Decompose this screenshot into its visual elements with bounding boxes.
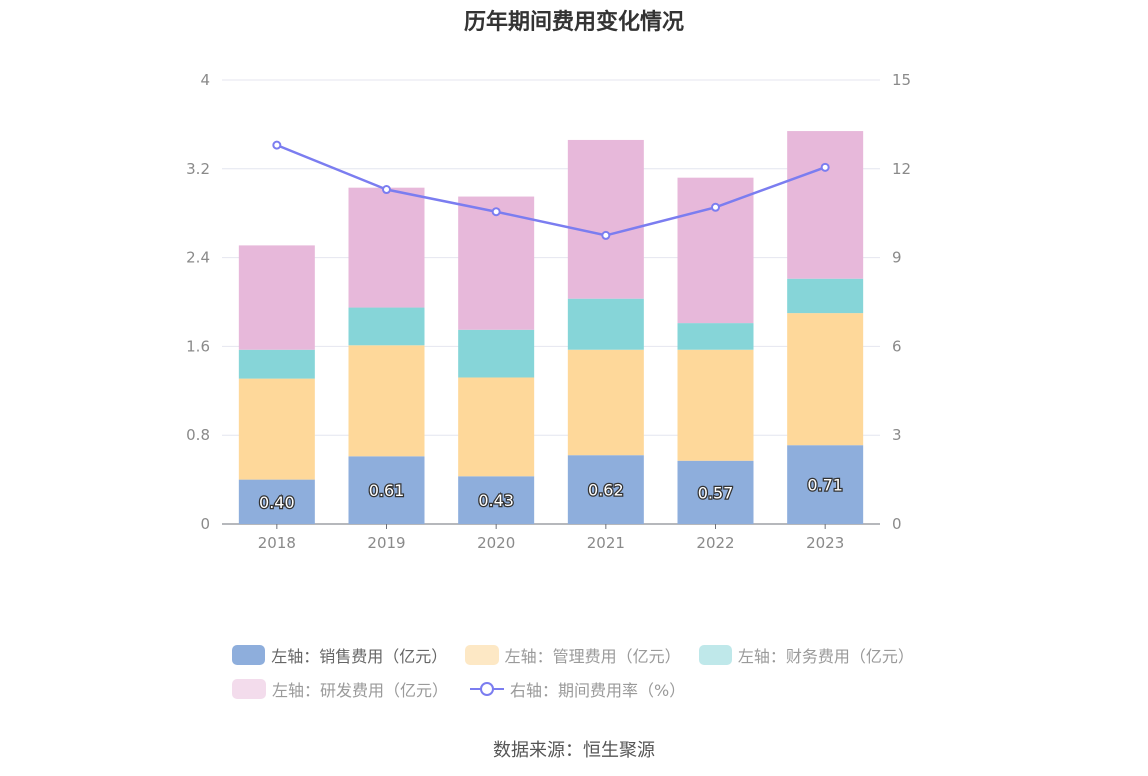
legend-item-sales[interactable]: 左轴：销售费用（亿元） <box>232 643 448 667</box>
bar-data-label: 0.61 <box>369 481 405 500</box>
bar-segment-rnd <box>238 245 315 350</box>
bar-segment-mgmt <box>348 345 425 457</box>
x-tick-label: 2019 <box>367 534 405 552</box>
legend-swatch-mgmt <box>465 645 499 665</box>
x-tick-label: 2022 <box>696 534 734 552</box>
legend-label-mgmt: 左轴：管理费用（亿元） <box>504 647 681 666</box>
bar-segment-finance <box>348 307 425 346</box>
legend: 左轴：销售费用（亿元） 左轴：管理费用（亿元） 左轴：财务费用（亿元） 左轴：研… <box>232 638 932 706</box>
x-tick-label: 2020 <box>477 534 515 552</box>
x-tick-label: 2023 <box>806 534 844 552</box>
left-tick-label: 0 <box>200 515 210 533</box>
bar-segment-finance <box>567 298 644 350</box>
bar-segment-sales <box>787 445 864 524</box>
bar-segment-finance <box>787 278 864 314</box>
x-tick-label: 2018 <box>258 534 296 552</box>
legend-label-finance: 左轴：财务费用（亿元） <box>737 647 914 666</box>
bar-segment-rnd <box>567 139 644 299</box>
rate-point <box>601 230 611 240</box>
legend-label-sales: 左轴：销售费用（亿元） <box>271 647 448 666</box>
bar-segment-rnd <box>787 131 864 279</box>
left-tick-label: 3.2 <box>186 160 210 178</box>
bar-segment-mgmt <box>458 377 535 477</box>
bar-segment-mgmt <box>567 349 644 456</box>
left-tick-label: 1.6 <box>186 337 210 355</box>
rate-point <box>272 140 282 150</box>
rate-point <box>491 207 501 217</box>
bar-segment-mgmt <box>677 349 754 461</box>
bar-segment-rnd <box>348 187 425 308</box>
legend-swatch-finance <box>698 645 732 665</box>
rate-line <box>276 143 826 237</box>
chart-plot: 0 0 0.8 3 1.6 6 2.4 9 3.2 12 4 15 0.40 2018 0.61 2019 0.… <box>186 71 911 552</box>
bar-data-label: 0.62 <box>588 481 624 500</box>
bar-segment-mgmt <box>787 313 864 446</box>
bar-segment-sales <box>677 460 754 524</box>
legend-swatch-sales <box>232 645 266 665</box>
bar-data-label: 0.40 <box>259 493 295 512</box>
left-tick-label: 2.4 <box>186 249 210 267</box>
legend-item-finance[interactable]: 左轴：财务费用（亿元） <box>698 643 914 667</box>
legend-swatch-rate <box>470 679 505 699</box>
rate-point <box>820 162 830 172</box>
bar-data-label: 0.71 <box>807 476 843 495</box>
data-source: 数据来源：恒生聚源 <box>493 740 655 761</box>
rate-point <box>382 185 391 195</box>
right-tick-label: 6 <box>892 337 902 355</box>
x-tick-label: 2021 <box>587 534 625 552</box>
bar-segment-finance <box>238 349 315 379</box>
legend-swatch-rnd <box>232 679 266 699</box>
bar-segment-sales <box>348 456 425 524</box>
left-tick-label: 4 <box>200 71 210 89</box>
chart-title: 历年期间费用变化情况 <box>463 10 684 35</box>
left-tick-label: 0.8 <box>186 426 210 444</box>
right-tick-label: 3 <box>892 426 902 444</box>
right-tick-label: 0 <box>892 515 902 533</box>
legend-item-rnd[interactable]: 左轴：研发费用（亿元） <box>232 677 448 701</box>
bar-data-label: 0.43 <box>478 491 514 510</box>
bar-segment-rnd <box>677 177 754 324</box>
legend-label-rate: 右轴：期间费用率（%） <box>510 681 686 700</box>
bar-segment-sales <box>567 455 644 524</box>
legend-item-rate[interactable]: 右轴：期间费用率（%） <box>470 677 685 701</box>
bar-segment-sales <box>238 479 315 524</box>
bar-data-label: 0.57 <box>698 483 734 502</box>
bar-segment-finance <box>458 329 535 378</box>
right-tick-label: 12 <box>892 160 911 178</box>
bar-segment-mgmt <box>238 378 315 480</box>
legend-item-mgmt[interactable]: 左轴：管理费用（亿元） <box>465 643 681 667</box>
right-tick-label: 9 <box>892 249 902 267</box>
rate-point <box>711 202 720 212</box>
right-tick-label: 15 <box>892 71 911 89</box>
legend-label-rnd: 左轴：研发费用（亿元） <box>272 681 449 700</box>
bar-segment-rnd <box>458 196 535 330</box>
bar-segment-sales <box>458 476 535 524</box>
bar-segment-finance <box>677 323 754 350</box>
